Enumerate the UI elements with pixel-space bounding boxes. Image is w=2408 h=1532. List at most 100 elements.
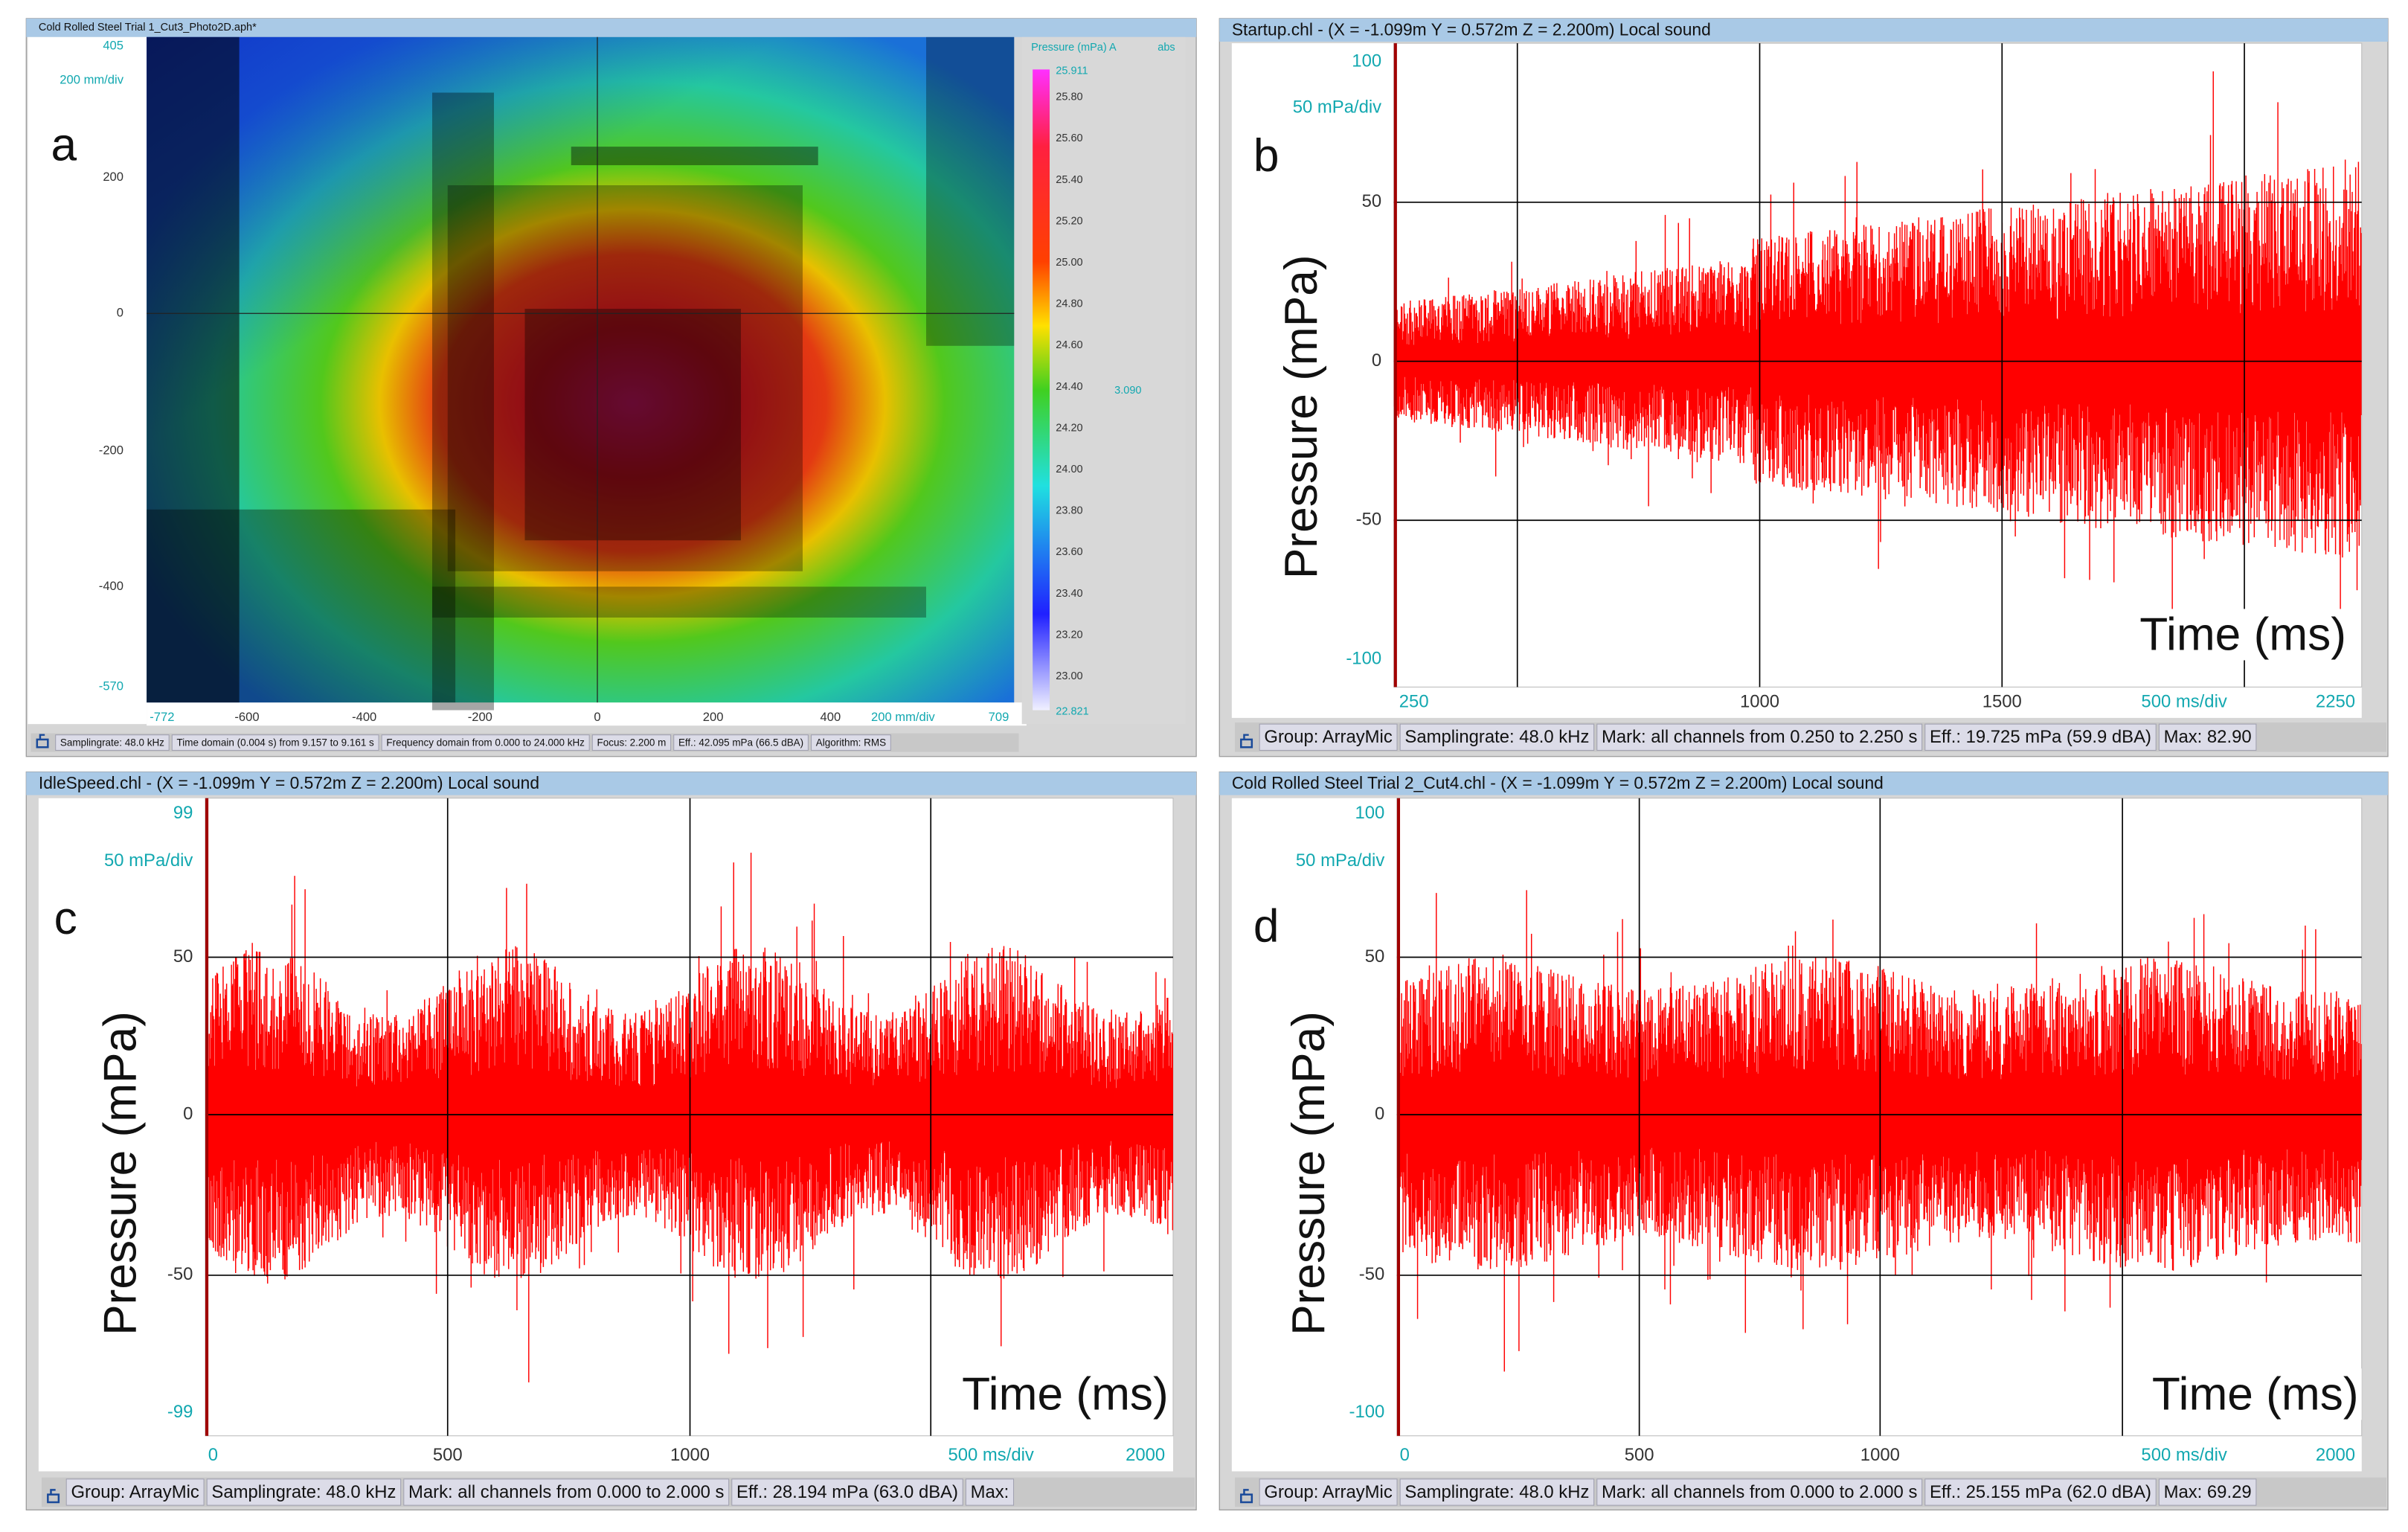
y-tick-label: 0: [183, 1103, 193, 1124]
y-tick-label: 99: [173, 803, 193, 823]
panel-title: Cold Rolled Steel Trial 1_Cut3_Photo2D.a…: [39, 22, 257, 33]
y-axis-title: Pressure (mPa): [94, 1011, 146, 1336]
panel-title: Startup.chl - (X = -1.099m Y = 0.572m Z …: [1232, 20, 1711, 39]
status-text: Samplingrate: 48.0 kHz: [1404, 727, 1589, 747]
status-text: Time domain (0.004 s) from 9.157 to 9.16…: [177, 737, 375, 749]
x-axis-title-bg: [958, 1368, 1172, 1420]
panel-c: IdleSpeed.chl - (X = -1.099m Y = 0.572m …: [25, 771, 1197, 1510]
x-axis-title: Time (ms): [962, 1368, 1169, 1420]
y-tick-label: 0: [1372, 350, 1381, 371]
x-tick-label: -400: [352, 710, 376, 724]
status-field: [403, 1478, 730, 1506]
status-text: Eff.: 19.725 mPa (59.9 dBA): [1930, 727, 2151, 747]
axis-column: [28, 36, 147, 725]
panel-letter: b: [1253, 130, 1280, 182]
y-tick-label: 200: [103, 170, 123, 184]
status-field: [591, 734, 672, 751]
colorbar-label: 23.80: [1056, 505, 1082, 517]
status-text: Mark: all channels from 0.000 to 2.000 s: [1602, 1482, 1917, 1502]
x-axis-title: Time (ms): [2152, 1368, 2359, 1420]
colorbar-marker: 3.090: [1114, 385, 1141, 397]
status-text: Group: ArrayMic: [1264, 1482, 1392, 1502]
x-tick-label: 1500: [1982, 691, 2022, 711]
panel-letter: d: [1253, 901, 1280, 952]
machine-shade: [147, 509, 456, 703]
y-tick-label: -50: [1359, 1264, 1384, 1284]
status-text: Mark: all channels from 0.250 to 2.250 s: [1602, 727, 1917, 747]
y-tick-label: 50: [1362, 191, 1382, 211]
machine-shade: [926, 36, 1015, 346]
colorbar-label: 23.20: [1056, 629, 1082, 641]
colorbar-label: 23.60: [1056, 546, 1082, 558]
colorbar-label: 24.00: [1056, 464, 1082, 475]
status-field: [2158, 1478, 2257, 1506]
y-tick-label: -100: [1349, 1402, 1385, 1422]
panel-a: Cold Rolled Steel Trial 1_Cut3_Photo2D.a…: [25, 18, 1197, 757]
y-tick-label: -100: [1346, 648, 1381, 668]
panel-d: Cold Rolled Steel Trial 2_Cut4.chl - (X …: [1219, 771, 2389, 1510]
y-axis-title: Pressure (mPa): [1276, 254, 1327, 579]
colorbar-label: 23.40: [1056, 588, 1082, 600]
colorbar-label: 24.80: [1056, 298, 1082, 310]
y-tick-label: 0: [1375, 1103, 1384, 1124]
colorbar-label: 24.20: [1056, 422, 1082, 434]
x-tick-label: 500 ms/div: [2141, 1445, 2226, 1465]
status-field: [673, 734, 809, 751]
status-field: [381, 734, 590, 751]
machine-shade: [571, 147, 818, 166]
status-field: [206, 1478, 402, 1506]
status-text: Eff.: 25.155 mPa (62.0 dBA): [1930, 1482, 2151, 1502]
x-axis-title: Time (ms): [2139, 609, 2346, 660]
status-field: [1259, 723, 1398, 751]
y-tick-label: -99: [167, 1402, 193, 1422]
y-tick-label: -570: [99, 679, 123, 693]
status-field: [65, 1478, 205, 1506]
status-text: Eff.: 28.194 mPa (63.0 dBA): [736, 1482, 958, 1502]
heatmap-blue: [147, 36, 1015, 703]
lock-icon: [1240, 734, 1253, 749]
y-tick-label: 100: [1355, 803, 1384, 823]
x-tick-label: 250: [1399, 691, 1429, 711]
x-tick-label: 500 ms/div: [948, 1445, 1033, 1465]
colorbar-mode: abs: [1158, 42, 1175, 54]
machine-shade: [447, 185, 803, 571]
x-tick-label: -200: [468, 710, 492, 724]
y-tick-label: 50 mPa/div: [104, 850, 193, 871]
status-field: [731, 1478, 963, 1506]
machine-shade: [524, 308, 741, 541]
lock-icon: [1240, 1489, 1253, 1504]
y-tick-label: 100: [1352, 51, 1381, 71]
status-field: [1259, 1478, 1398, 1506]
x-tick-label: 1000: [670, 1445, 710, 1465]
machine-shade: [432, 92, 494, 711]
x-tick-label: 200 mm/div: [871, 710, 935, 724]
x-tick-label: 0: [1400, 1445, 1410, 1465]
machine-shade: [432, 586, 926, 618]
y-tick-label: 0: [117, 306, 123, 320]
status-text: Group: ArrayMic: [1264, 727, 1392, 747]
status-text: Algorithm: RMS: [816, 737, 886, 749]
x-tick-label: 500: [1625, 1445, 1654, 1465]
x-tick-label: 2000: [1126, 1445, 1165, 1465]
colorbar-label: 22.821: [1056, 705, 1088, 717]
status-field: [1924, 1478, 2157, 1506]
title-bar: [26, 772, 1197, 795]
panel-title: IdleSpeed.chl - (X = -1.099m Y = 0.572m …: [39, 773, 539, 792]
x-tick-label: 0: [208, 1445, 218, 1465]
status-text: Mark: all channels from 0.000 to 2.000 s: [408, 1482, 724, 1502]
y-tick-label: -200: [99, 443, 123, 457]
x-tick-label: 1000: [1740, 691, 1779, 711]
colorbar-label: 25.20: [1056, 215, 1082, 227]
x-tick-label: 400: [821, 710, 841, 724]
y-tick-label: 50 mPa/div: [1296, 850, 1384, 871]
status-text: Frequency domain from 0.000 to 24.000 kH…: [386, 737, 585, 749]
x-tick-label: 1000: [1860, 1445, 1900, 1465]
y-axis-title: Pressure (mPa): [1283, 1011, 1335, 1336]
x-tick-label: -772: [150, 710, 174, 724]
colorbar-label: 25.911: [1056, 65, 1088, 77]
x-tick-label: 500 ms/div: [2141, 691, 2226, 711]
colorbar: [1033, 69, 1050, 711]
colorbar-label: 25.80: [1056, 92, 1082, 103]
